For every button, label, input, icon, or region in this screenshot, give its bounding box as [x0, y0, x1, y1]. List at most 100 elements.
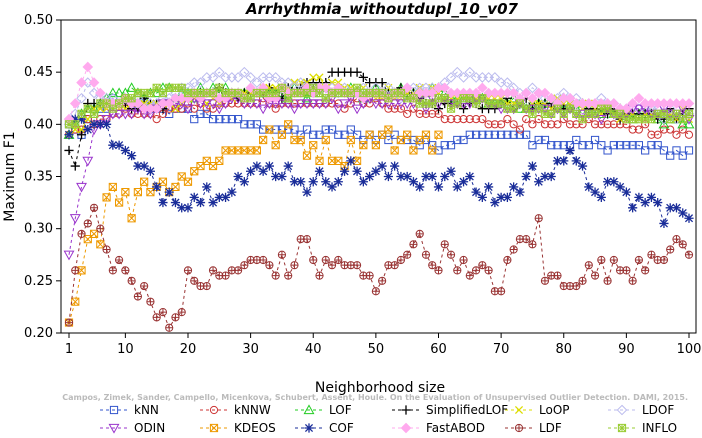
data-point-fastabod	[477, 82, 488, 94]
data-point-inflo	[315, 88, 324, 98]
data-point-ldof	[527, 82, 538, 94]
legend-marker-cof	[304, 423, 314, 433]
data-point-inflo	[534, 104, 543, 113]
data-point-fastabod	[426, 87, 438, 99]
data-point-kdeos	[296, 135, 305, 145]
data-point-inflo	[478, 94, 487, 103]
data-point-ldf	[528, 240, 537, 249]
data-point-knn	[208, 115, 218, 124]
data-point-kdeos	[390, 146, 399, 155]
data-point-knnw	[415, 109, 424, 119]
data-point-cof	[333, 177, 343, 187]
data-point-kdeos	[127, 214, 136, 223]
data-point-fastabod	[527, 92, 538, 104]
data-point-ldf	[415, 229, 424, 238]
data-point-knn	[559, 141, 568, 150]
legend-label: KDEOS	[234, 421, 276, 434]
data-point-knn	[647, 141, 656, 150]
series-line-loop	[68, 76, 690, 136]
data-point-ldf	[659, 255, 669, 265]
data-point-ldf	[603, 276, 612, 285]
data-point-lof	[301, 92, 313, 103]
data-point-odin	[113, 109, 125, 120]
data-point-lof	[677, 118, 689, 129]
data-point-knn	[421, 135, 431, 145]
data-point-inflo	[471, 99, 481, 108]
data-point-ldf	[96, 224, 105, 233]
x-tick-label: 90	[618, 342, 635, 357]
data-point-ldf	[334, 255, 343, 265]
data-point-knn	[547, 141, 556, 150]
data-point-cof	[139, 161, 149, 171]
data-point-ldf	[409, 240, 418, 249]
data-point-knn	[246, 120, 255, 129]
legend-label: INFLO	[642, 421, 677, 434]
data-point-kdeos	[384, 125, 393, 134]
data-point-ldf	[102, 245, 111, 254]
data-point-kdeos	[346, 135, 355, 145]
data-point-ldf	[446, 250, 456, 259]
data-point-odin	[376, 99, 388, 110]
data-point-ldf	[672, 235, 681, 244]
data-point-knn	[409, 135, 418, 145]
data-point-cof	[271, 171, 281, 182]
data-point-kdeos	[71, 297, 80, 306]
data-point-fastabod	[69, 98, 81, 109]
x-tick-label: 100	[677, 342, 702, 357]
data-point-knn	[227, 115, 236, 124]
data-point-kdeos	[140, 177, 149, 186]
data-point-kdeos	[365, 130, 374, 139]
y-tick-label: 0.45	[24, 65, 53, 80]
data-point-cof	[665, 203, 675, 213]
data-point-odin	[395, 99, 407, 110]
data-point-cof	[396, 171, 406, 182]
data-point-kdeos	[183, 177, 193, 186]
data-point-knnw	[572, 120, 581, 129]
data-point-kdeos	[121, 188, 130, 197]
data-point-lof	[113, 87, 125, 98]
data-point-ldf	[71, 266, 80, 275]
data-point-cof	[246, 166, 256, 176]
data-point-cof	[402, 171, 412, 182]
data-point-knn	[603, 146, 612, 155]
data-point-knn	[340, 130, 349, 139]
data-point-fastabod	[76, 77, 87, 88]
data-point-inflo	[509, 104, 518, 113]
data-point-odin	[182, 104, 194, 115]
data-point-inflo	[647, 115, 656, 124]
data-point-fastabod	[508, 87, 519, 99]
data-point-kdeos	[89, 229, 99, 238]
data-point-knnw	[503, 115, 512, 124]
data-point-knn	[196, 109, 205, 119]
data-point-inflo	[127, 94, 136, 103]
data-point-simplifiedlof	[352, 67, 362, 77]
data-point-cof	[640, 197, 650, 208]
data-point-cof	[158, 197, 168, 208]
data-point-ldf	[77, 229, 86, 238]
data-point-fastabod	[88, 77, 100, 88]
legend-item-kdeos: KDEOS	[200, 421, 276, 435]
x-tick-label: 10	[117, 342, 134, 357]
series-group	[63, 61, 695, 332]
data-point-knnw	[478, 115, 487, 124]
data-point-cof	[390, 161, 400, 171]
data-point-inflo	[559, 109, 568, 118]
data-point-ldf	[321, 255, 330, 265]
data-point-kdeos	[271, 141, 280, 150]
x-tick-label: 70	[493, 342, 510, 357]
data-point-knn	[233, 115, 243, 124]
data-point-cof	[264, 161, 275, 171]
data-point-ldf	[509, 245, 518, 254]
legend-item-ldf: LDF	[505, 421, 562, 435]
legend-marker-fastabod	[400, 422, 412, 434]
data-point-kdeos	[108, 182, 117, 192]
data-point-odin	[332, 104, 344, 115]
data-point-knn	[678, 151, 687, 160]
data-point-knnw	[666, 125, 675, 134]
data-point-ldf	[146, 297, 155, 306]
data-point-inflo	[572, 109, 581, 118]
data-point-loop	[315, 73, 324, 82]
data-point-cof	[327, 182, 337, 192]
data-point-knn	[252, 120, 261, 129]
data-point-ldf	[140, 281, 149, 291]
